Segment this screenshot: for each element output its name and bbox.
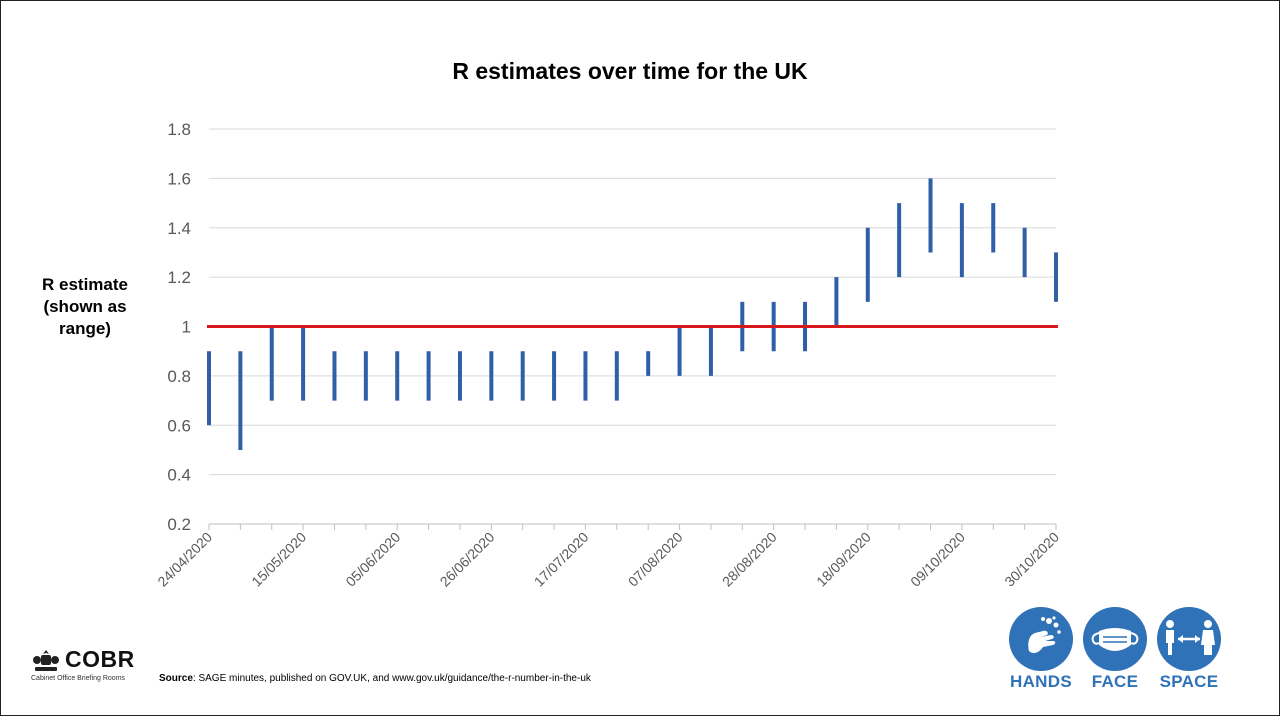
gridlines [209,128,1056,525]
face-mask-icon [1083,607,1147,671]
logo-subtitle: Cabinet Office Briefing Rooms [31,675,126,682]
x-tick-labels: 24/04/2020 15/05/2020 05/06/2020 26/06/2020… [154,529,1062,590]
badge-hands: HANDS [1009,607,1073,692]
badge-face: FACE [1083,607,1147,692]
range-bars [207,178,1058,450]
logo-name: COBR [65,646,135,672]
badge-label: SPACE [1159,672,1219,691]
source-note: Source: SAGE minutes, published on GOV.U… [159,673,591,684]
y-tick-label: 0.6 [167,416,191,435]
x-tick-label: 09/10/2020 [907,529,968,590]
y-tick-label: 1.2 [167,268,191,287]
x-tick-label: 18/09/2020 [813,529,874,590]
cobr-logo: COBR Cabinet Office Briefing Rooms [31,646,171,686]
y-axis-label-line: range) [59,319,111,338]
y-tick-label: 0.8 [167,367,191,386]
hands-washing-icon [1009,607,1073,671]
axis-ticks [208,524,1057,530]
y-tick-label: 1.4 [167,219,191,238]
y-tick-labels: 0.2 0.4 0.6 0.8 1 1.2 1.4 1.6 1.8 [167,120,191,534]
y-axis-label-line: (shown as [43,297,127,316]
y-axis-label: R estimate (shown as range) [23,274,147,340]
y-tick-label: 0.4 [167,466,191,485]
x-tick-label: 28/08/2020 [719,529,780,590]
badge-label: FACE [1091,672,1139,691]
social-distance-icon [1157,607,1221,671]
x-tick-label: 05/06/2020 [342,529,403,590]
source-text: : SAGE minutes, published on GOV.UK, and… [192,673,591,684]
badge-label: HANDS [1010,672,1072,691]
y-tick-label: 1.6 [167,169,191,188]
x-tick-label: 15/05/2020 [248,529,309,590]
royal-crest-icon [33,650,59,671]
source-label: Source [159,673,193,684]
x-tick-label: 17/07/2020 [531,529,592,590]
x-tick-label: 07/08/2020 [625,529,686,590]
x-tick-label: 24/04/2020 [154,529,215,590]
y-axis-label-line: R estimate [42,275,128,294]
x-tick-label: 30/10/2020 [1001,529,1062,590]
badge-space: SPACE [1157,607,1221,692]
y-tick-label: 1 [182,318,191,337]
chart-title: R estimates over time for the UK [452,58,808,84]
y-tick-label: 1.8 [167,120,191,139]
x-tick-label: 26/06/2020 [437,529,498,590]
y-tick-label: 0.2 [167,515,191,534]
